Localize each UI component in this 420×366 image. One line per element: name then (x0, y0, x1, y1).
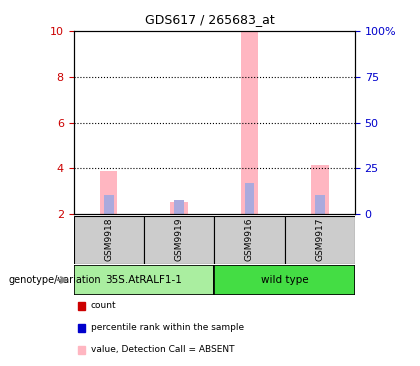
Text: GSM9917: GSM9917 (315, 217, 324, 261)
Bar (174, 201, 184, 214)
Bar (100, 171, 118, 214)
Bar (311, 165, 328, 214)
Text: genotype/variation: genotype/variation (8, 275, 101, 285)
Text: GDS617 / 265683_at: GDS617 / 265683_at (145, 13, 275, 26)
Bar (170, 202, 188, 214)
Text: count: count (91, 301, 117, 310)
Text: 35S.AtRALF1-1: 35S.AtRALF1-1 (105, 275, 182, 285)
Bar (214, 265, 355, 295)
Bar (74, 216, 144, 264)
Text: GSM9918: GSM9918 (104, 217, 113, 261)
Text: wild type: wild type (261, 275, 308, 285)
Text: value, Detection Call = ABSENT: value, Detection Call = ABSENT (91, 345, 234, 354)
Bar (74, 265, 214, 295)
Text: GSM9919: GSM9919 (175, 217, 184, 261)
Bar (241, 31, 258, 214)
Bar (104, 195, 113, 214)
Text: GSM9916: GSM9916 (245, 217, 254, 261)
Bar (144, 216, 214, 264)
Bar (214, 216, 285, 264)
Bar (315, 195, 325, 214)
Text: percentile rank within the sample: percentile rank within the sample (91, 323, 244, 332)
Bar (244, 183, 254, 214)
Bar (285, 216, 355, 264)
